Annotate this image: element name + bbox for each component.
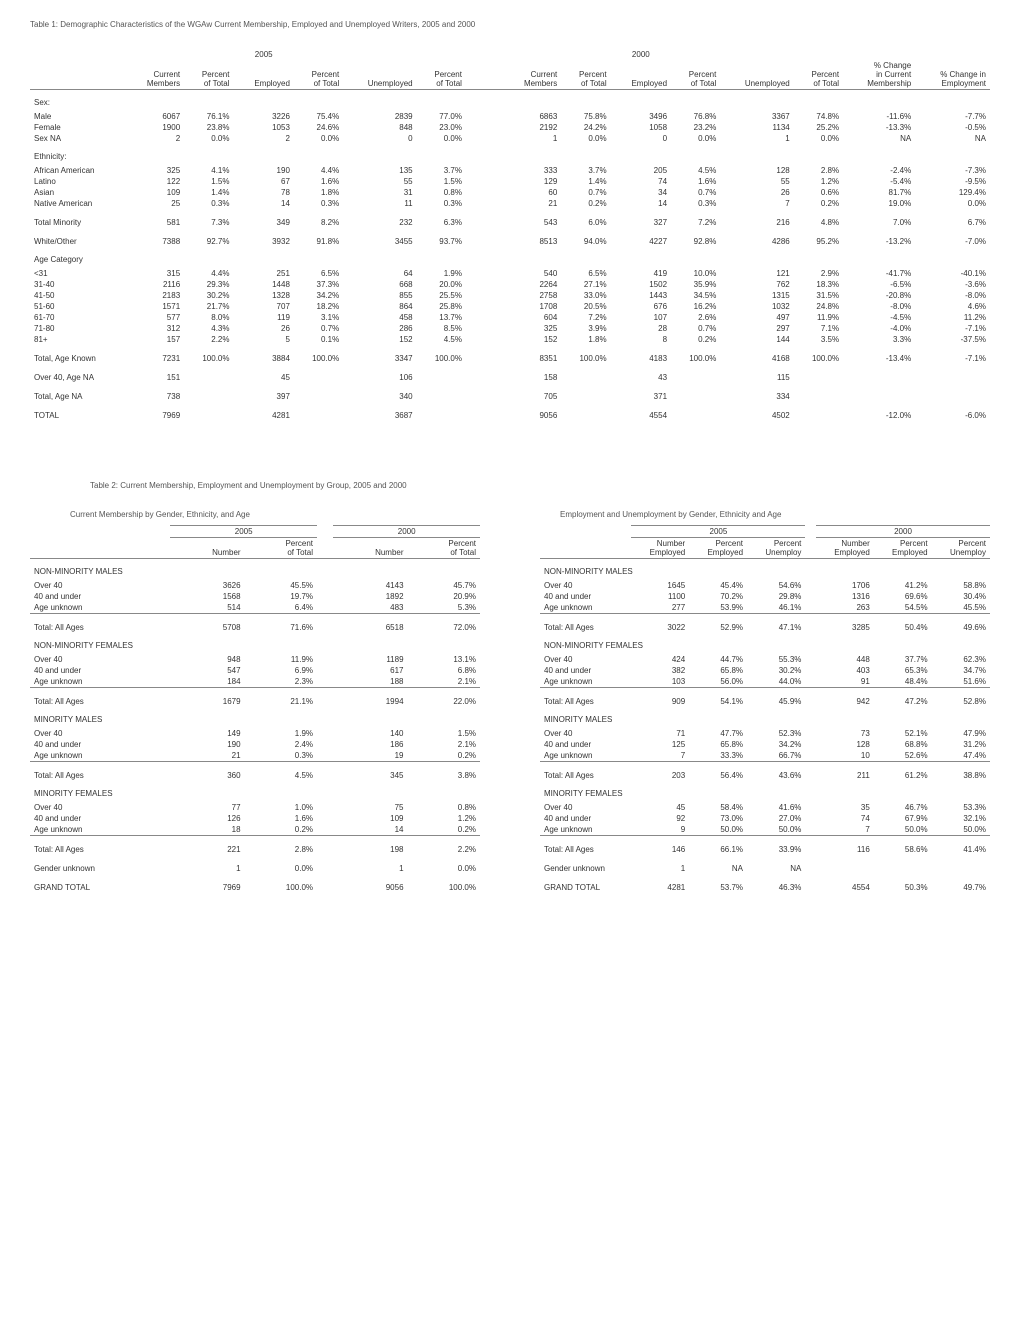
table2-right: 20052000NumberEmployedPercentEmployedPer… (540, 525, 990, 893)
table2-right-title: Employment and Unemployment by Gender, E… (560, 510, 990, 519)
table2-left-title: Current Membership by Gender, Ethnicity,… (70, 510, 480, 519)
table1-title: Table 1: Demographic Characteristics of … (30, 20, 990, 29)
table2-left: 20052000NumberPercentof TotalNumberPerce… (30, 525, 480, 893)
table1: 20052000CurrentMembersPercentof TotalEmp… (30, 49, 990, 421)
table2-title: Table 2: Current Membership, Employment … (90, 481, 990, 490)
